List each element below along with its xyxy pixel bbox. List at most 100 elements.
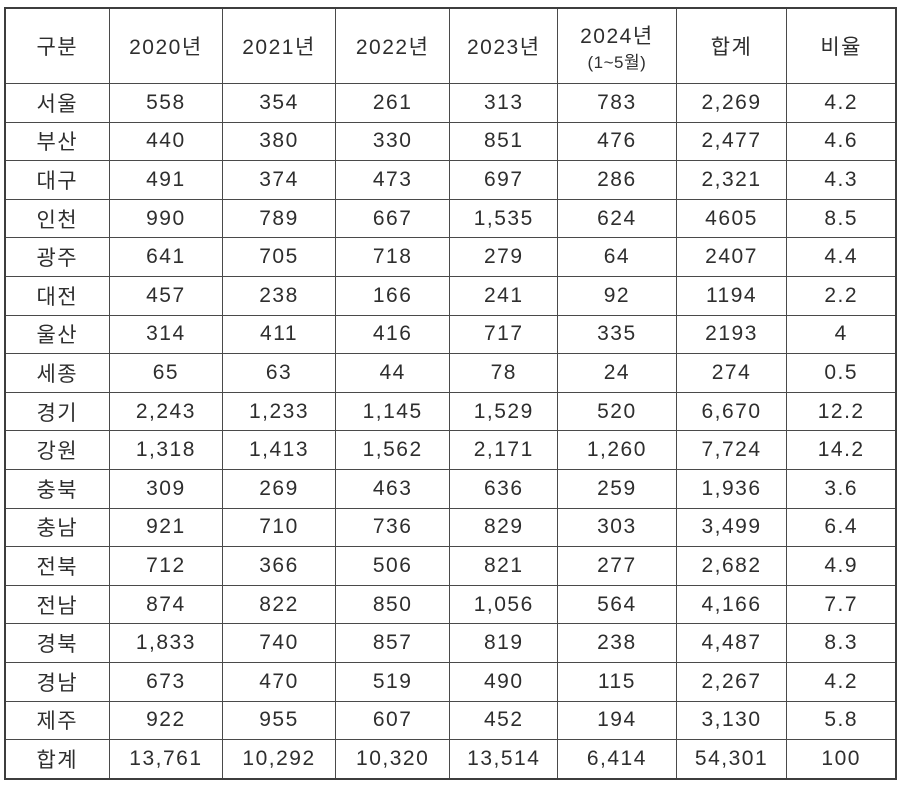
column-header-y2020: 2020년 xyxy=(108,7,224,84)
value-cell-y2023: 2,171 xyxy=(449,430,559,470)
value-cell-y2024: 1,260 xyxy=(557,430,677,470)
column-header-label: 2023년 xyxy=(466,36,541,59)
value-cell-y2022: 44 xyxy=(334,353,451,393)
value-cell-y2024: 238 xyxy=(557,623,677,663)
value-cell-ratio: 4.9 xyxy=(786,546,897,586)
table-row-울산: 울산 314 411 416 717 335 2193 4 xyxy=(4,314,897,355)
region-cell: 경기 xyxy=(4,391,110,432)
value-cell-y2022: 330 xyxy=(334,121,451,162)
table-row-충북: 충북 309 269 463 636 259 1,936 3.6 xyxy=(4,468,897,509)
value-cell-y2020: 1,833 xyxy=(108,623,224,663)
value-cell-y2020: 440 xyxy=(108,121,224,162)
column-header-label: 구분 xyxy=(36,36,79,59)
value-cell-y2020: 673 xyxy=(108,661,224,702)
value-cell-ratio: 8.5 xyxy=(786,198,897,239)
value-cell-total: 2,321 xyxy=(675,160,788,200)
value-cell-y2023: 829 xyxy=(449,507,559,548)
value-cell-y2024: 24 xyxy=(557,353,677,393)
table-row-강원: 강원 1,318 1,413 1,562 2,171 1,260 7,724 14.2 xyxy=(4,430,897,470)
value-cell-y2021: 380 xyxy=(222,121,336,162)
value-cell-y2024: 624 xyxy=(557,198,677,239)
value-cell-ratio: 4.4 xyxy=(786,237,897,277)
value-cell-ratio: 4.6 xyxy=(786,121,897,162)
value-cell-y2022: 1,145 xyxy=(334,391,451,432)
value-cell-y2024: 520 xyxy=(557,391,677,432)
value-cell-total: 274 xyxy=(675,353,788,393)
table-row-충남: 충남 921 710 736 829 303 3,499 6.4 xyxy=(4,507,897,548)
region-cell: 전남 xyxy=(4,584,110,625)
value-cell-y2021: 411 xyxy=(222,314,336,355)
header-row: 구분 2020년 2021년 2022년 2023년 2024년 (1~5월) 합계 비율 xyxy=(4,7,897,84)
value-cell-ratio: 4.2 xyxy=(786,83,897,123)
table-row-서울: 서울 558 354 261 313 783 2,269 4.2 xyxy=(4,83,897,123)
value-cell-total: 2,682 xyxy=(675,546,788,586)
region-cell: 경남 xyxy=(4,661,110,702)
column-header-label: 2020년 xyxy=(129,36,203,59)
value-cell-total: 3,499 xyxy=(675,507,788,548)
table-row-전남: 전남 874 822 850 1,056 564 4,166 7.7 xyxy=(4,584,897,625)
table-row-세종: 세종 65 63 44 78 24 274 0.5 xyxy=(4,353,897,393)
value-cell-total: 2,267 xyxy=(675,661,788,702)
value-cell-y2023: 313 xyxy=(449,83,559,123)
table-row-광주: 광주 641 705 718 279 64 2407 4.4 xyxy=(4,237,897,277)
column-header-sublabel: (1~5월) xyxy=(587,52,647,72)
value-cell-y2022: 607 xyxy=(334,700,451,741)
region-cell: 강원 xyxy=(4,430,110,470)
value-cell-ratio: 5.8 xyxy=(786,700,897,741)
value-cell-y2021: 705 xyxy=(222,237,336,277)
value-cell-y2021: 269 xyxy=(222,468,336,509)
value-cell-y2020: 65 xyxy=(108,353,224,393)
region-cell: 충북 xyxy=(4,468,110,509)
region-cell: 충남 xyxy=(4,507,110,548)
region-cell: 대구 xyxy=(4,160,110,200)
value-cell-y2020: 990 xyxy=(108,198,224,239)
value-cell-y2024: 64 xyxy=(557,237,677,277)
value-cell-total: 6,670 xyxy=(675,391,788,432)
column-header-label: 2021년 xyxy=(242,36,316,59)
value-cell-y2021: 822 xyxy=(222,584,336,625)
value-cell-y2020: 922 xyxy=(108,700,224,741)
value-cell-y2021: 63 xyxy=(222,353,336,393)
value-cell-y2020: 13,761 xyxy=(108,739,224,780)
value-cell-y2022: 463 xyxy=(334,468,451,509)
table-row-경기: 경기 2,243 1,233 1,145 1,529 520 6,670 12.2 xyxy=(4,391,897,432)
value-cell-total: 2407 xyxy=(675,237,788,277)
value-cell-y2024: 476 xyxy=(557,121,677,162)
value-cell-y2021: 366 xyxy=(222,546,336,586)
value-cell-y2023: 241 xyxy=(449,275,559,316)
value-cell-y2023: 452 xyxy=(449,700,559,741)
region-cell: 경북 xyxy=(4,623,110,663)
column-header-label: 합계 xyxy=(710,36,753,59)
value-cell-total: 54,301 xyxy=(675,739,788,780)
value-cell-y2020: 921 xyxy=(108,507,224,548)
table-container: 구분 2020년 2021년 2022년 2023년 2024년 (1~5월) 합계 비율 서울… xyxy=(4,7,897,780)
value-cell-y2021: 354 xyxy=(222,83,336,123)
value-cell-y2024: 783 xyxy=(557,83,677,123)
value-cell-ratio: 4.3 xyxy=(786,160,897,200)
value-cell-y2024: 115 xyxy=(557,661,677,702)
value-cell-y2022: 857 xyxy=(334,623,451,663)
region-cell: 인천 xyxy=(4,198,110,239)
value-cell-y2024: 286 xyxy=(557,160,677,200)
value-cell-y2023: 78 xyxy=(449,353,559,393)
value-cell-y2023: 851 xyxy=(449,121,559,162)
region-cell: 광주 xyxy=(4,237,110,277)
column-header-label: 비율 xyxy=(820,36,862,59)
value-cell-total: 2,477 xyxy=(675,121,788,162)
value-cell-ratio: 8.3 xyxy=(786,623,897,663)
value-cell-y2022: 850 xyxy=(334,584,451,625)
value-cell-y2021: 470 xyxy=(222,661,336,702)
value-cell-y2024: 259 xyxy=(557,468,677,509)
value-cell-total: 1,936 xyxy=(675,468,788,509)
value-cell-y2024: 564 xyxy=(557,584,677,625)
value-cell-y2020: 712 xyxy=(108,546,224,586)
value-cell-y2022: 718 xyxy=(334,237,451,277)
value-cell-y2022: 261 xyxy=(334,83,451,123)
value-cell-total: 4605 xyxy=(675,198,788,239)
table-header: 구분 2020년 2021년 2022년 2023년 2024년 (1~5월) 합계 비율 xyxy=(4,7,897,84)
value-cell-y2022: 473 xyxy=(334,160,451,200)
value-cell-y2021: 710 xyxy=(222,507,336,548)
value-cell-ratio: 7.7 xyxy=(786,584,897,625)
value-cell-y2020: 2,243 xyxy=(108,391,224,432)
value-cell-y2022: 506 xyxy=(334,546,451,586)
